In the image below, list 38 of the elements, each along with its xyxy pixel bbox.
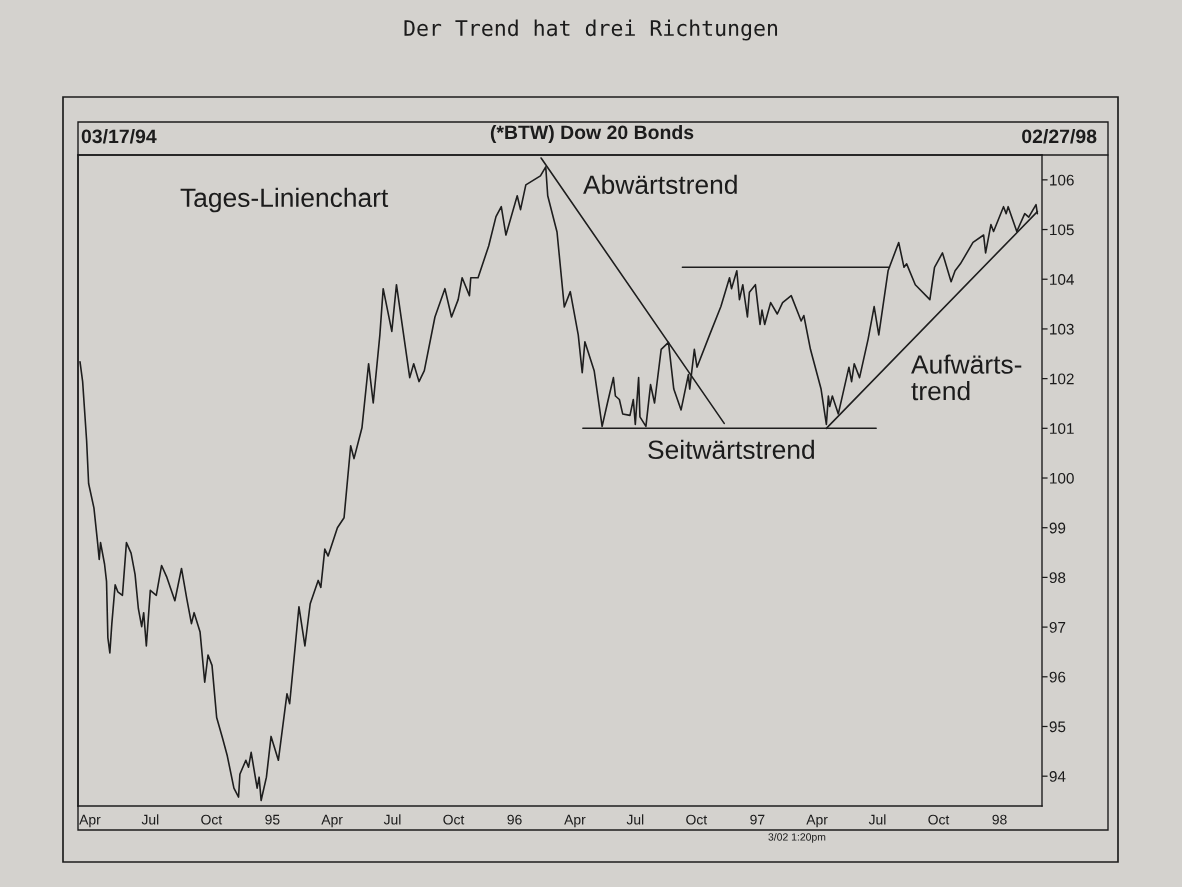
y-tick-label: 106 (1050, 174, 1074, 186)
y-tick-label: 101 (1050, 423, 1074, 435)
x-tick-label: Oct (201, 814, 223, 825)
x-tick-label: 98 (992, 814, 1007, 825)
x-tick-label: Oct (443, 814, 465, 825)
x-tick-label: Apr (321, 814, 343, 828)
x-tick-label: Apr (806, 814, 828, 828)
x-tick-label: Oct (928, 814, 950, 825)
annotation: Abwärtstrend (583, 174, 737, 195)
text: 02/27/98 (1022, 128, 1097, 144)
x-tick-label: Jul (868, 814, 886, 825)
chart-title: Der Trend hat drei Richtungen (404, 19, 778, 41)
y-tick-label: 100 (1050, 472, 1074, 484)
y-tick-label: 104 (1050, 274, 1074, 285)
y-tick-label: 95 (1049, 721, 1066, 733)
y-tick-label: 99 (1049, 522, 1066, 534)
y-tick-label: 102 (1050, 373, 1074, 385)
x-tick-label: 95 (265, 814, 280, 825)
x-tick-label: Jul (141, 814, 159, 825)
y-tick-label: 105 (1050, 224, 1074, 236)
y-tick-label: 97 (1049, 621, 1066, 633)
x-tick-label: 97 (750, 814, 765, 825)
x-tick-label: Apr (564, 814, 586, 828)
y-tick-label: 98 (1049, 572, 1066, 584)
annotation: Tages-Linienchart (180, 187, 389, 213)
x-tick-label: Jul (626, 814, 644, 825)
x-tick-label: Oct (686, 814, 708, 825)
x-tick-label: Jul (383, 814, 401, 825)
x-tick-label: 96 (507, 814, 522, 825)
text: 3/02 1:20pm (768, 833, 826, 843)
x-tick-label: Apr (79, 814, 101, 828)
text: 03/17/94 (81, 128, 157, 144)
y-tick-label: 96 (1049, 671, 1066, 683)
annotation: Aufwärts- trend (911, 354, 1022, 401)
annotation: Seitwärtstrend (648, 439, 814, 460)
y-tick-label: 103 (1050, 323, 1074, 335)
y-tick-label: 94 (1049, 771, 1066, 782)
chart-subtitle: (*BTW) Dow 20 Bonds (490, 124, 694, 144)
